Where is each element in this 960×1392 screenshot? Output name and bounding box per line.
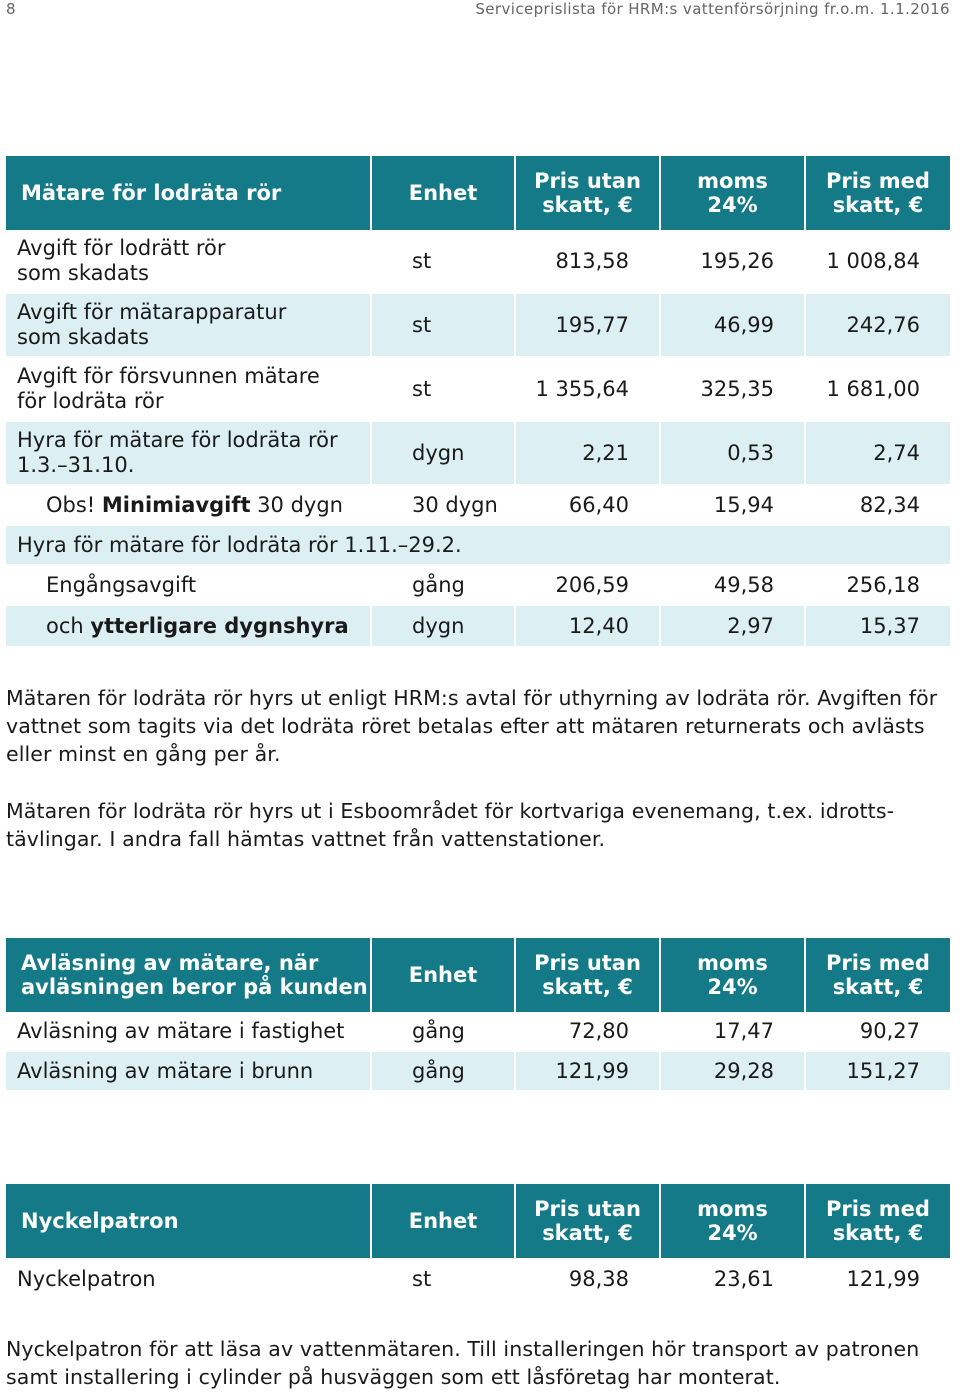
row-unit: 30 dygn	[372, 486, 516, 526]
row-price-ex: 206,59	[516, 566, 661, 606]
column-header-unit: Enhet	[372, 938, 516, 1012]
row-unit: st	[372, 230, 516, 294]
row-price-ex: 1 355,64	[516, 358, 661, 422]
section-label-row: Hyra för mätare för lodräta rör 1.11.–29…	[6, 526, 950, 566]
row-vat: 49,58	[661, 566, 806, 606]
row-price-inc: 90,27	[806, 1012, 950, 1052]
table-row: Avgift för försvunnen mätare för lodräta …	[6, 358, 950, 422]
page-header: 8 Serviceprislista för HRM:s vattenförsö…	[0, 0, 960, 22]
column-header-price-ex: Pris utan skatt, €	[516, 938, 661, 1012]
row-unit: st	[372, 358, 516, 422]
row-description: Avgift för försvunnen mätare för lodräta …	[6, 358, 372, 422]
row-description: Avläsning av mätare i fastighet	[6, 1012, 372, 1052]
row-price-inc: 1 008,84	[806, 230, 950, 294]
row-vat: 0,53	[661, 422, 806, 486]
row-unit: gång	[372, 1012, 516, 1052]
row-description: Obs! Minimiavgift 30 dygn	[6, 486, 372, 526]
meter-price-table: Mätare för lodräta rör Enhet Pris utan sk…	[6, 156, 950, 646]
row-unit: st	[372, 1258, 516, 1300]
column-header-description: Nyckelpatron	[6, 1184, 372, 1258]
row-unit: gång	[372, 566, 516, 606]
row-price-inc: 2,74	[806, 422, 950, 486]
column-header-price-ex: Pris utan skatt, €	[516, 156, 661, 230]
column-header-vat: moms 24%	[661, 156, 806, 230]
column-header-description: Avläsning av mätare, när avläsningen bero…	[6, 938, 372, 1012]
table-row: och ytterligare dygnshyra dygn 12,40 2,9…	[6, 606, 950, 646]
table-row: Engångsavgift gång 206,59 49,58 256,18	[6, 566, 950, 606]
column-header-price-inc: Pris med skatt, €	[806, 156, 950, 230]
row-price-inc: 151,27	[806, 1052, 950, 1090]
row-description: och ytterligare dygnshyra	[6, 606, 372, 646]
minimum-fee-row: Obs! Minimiavgift 30 dygn 30 dygn 66,40 …	[6, 486, 950, 526]
row-price-inc: 82,34	[806, 486, 950, 526]
row-description: Avläsning av mätare i brunn	[6, 1052, 372, 1090]
row-price-inc: 256,18	[806, 566, 950, 606]
meter-rental-paragraph: Mätaren för lodräta rör hyrs ut enligt H…	[6, 686, 938, 766]
row-vat: 15,94	[661, 486, 806, 526]
row-description: Hyra för mätare för lodräta rör 1.3.–31.1…	[6, 422, 372, 486]
column-header-description: Mätare för lodräta rör	[6, 156, 372, 230]
table-header-row: Mätare för lodräta rör Enhet Pris utan sk…	[6, 156, 950, 230]
row-price-ex: 195,77	[516, 294, 661, 358]
row-price-inc: 242,76	[806, 294, 950, 358]
table-header-row: Nyckelpatron Enhet Pris utan skatt, € mom…	[6, 1184, 950, 1258]
row-price-ex: 12,40	[516, 606, 661, 646]
row-vat: 29,28	[661, 1052, 806, 1090]
row-description: Engångsavgift	[6, 566, 372, 606]
row-vat: 17,47	[661, 1012, 806, 1052]
row-unit: dygn	[372, 606, 516, 646]
row-price-ex: 98,38	[516, 1258, 661, 1300]
column-header-unit: Enhet	[372, 156, 516, 230]
table-header-row: Avläsning av mätare, när avläsningen bero…	[6, 938, 950, 1012]
row-vat: 195,26	[661, 230, 806, 294]
table-row: Avgift för lodrätt rör som skadats st 813…	[6, 230, 950, 294]
row-price-ex: 72,80	[516, 1012, 661, 1052]
table-row: Nyckelpatron st 98,38 23,61 121,99	[6, 1258, 950, 1300]
table-row: Hyra för mätare för lodräta rör 1.3.–31.1…	[6, 422, 950, 486]
row-price-inc: 1 681,00	[806, 358, 950, 422]
page-number: 8	[6, 0, 16, 18]
meter-reading-table: Avläsning av mätare, när avläsningen bero…	[6, 938, 950, 1090]
row-unit: st	[372, 294, 516, 358]
key-cartridge-table: Nyckelpatron Enhet Pris utan skatt, € mom…	[6, 1184, 950, 1300]
document-title: Serviceprislista för HRM:s vattenförsörj…	[475, 0, 950, 18]
row-price-ex: 813,58	[516, 230, 661, 294]
row-price-ex: 2,21	[516, 422, 661, 486]
column-header-vat: moms 24%	[661, 1184, 806, 1258]
table-row: Avgift för mätarapparatur som skadats st …	[6, 294, 950, 358]
row-unit: dygn	[372, 422, 516, 486]
table-row: Avläsning av mätare i fastighet gång 72,…	[6, 1012, 950, 1052]
winter-rental-label: Hyra för mätare för lodräta rör 1.11.–29…	[6, 526, 950, 566]
column-header-price-inc: Pris med skatt, €	[806, 938, 950, 1012]
row-description: Avgift för mätarapparatur som skadats	[6, 294, 372, 358]
row-description: Avgift för lodrätt rör som skadats	[6, 230, 372, 294]
column-header-vat: moms 24%	[661, 938, 806, 1012]
table-row: Avläsning av mätare i brunn gång 121,99 …	[6, 1052, 950, 1090]
column-header-unit: Enhet	[372, 1184, 516, 1258]
row-vat: 23,61	[661, 1258, 806, 1300]
row-description: Nyckelpatron	[6, 1258, 372, 1300]
row-vat: 46,99	[661, 294, 806, 358]
row-vat: 2,97	[661, 606, 806, 646]
row-price-ex: 121,99	[516, 1052, 661, 1090]
key-cartridge-paragraph: Nyckelpatron för att läsa av vattenmätar…	[6, 1337, 920, 1389]
row-price-inc: 15,37	[806, 606, 950, 646]
column-header-price-ex: Pris utan skatt, €	[516, 1184, 661, 1258]
espoo-rental-paragraph: Mätaren för lodräta rör hyrs ut i Esboom…	[6, 799, 895, 851]
row-vat: 325,35	[661, 358, 806, 422]
row-price-inc: 121,99	[806, 1258, 950, 1300]
row-price-ex: 66,40	[516, 486, 661, 526]
column-header-price-inc: Pris med skatt, €	[806, 1184, 950, 1258]
row-unit: gång	[372, 1052, 516, 1090]
